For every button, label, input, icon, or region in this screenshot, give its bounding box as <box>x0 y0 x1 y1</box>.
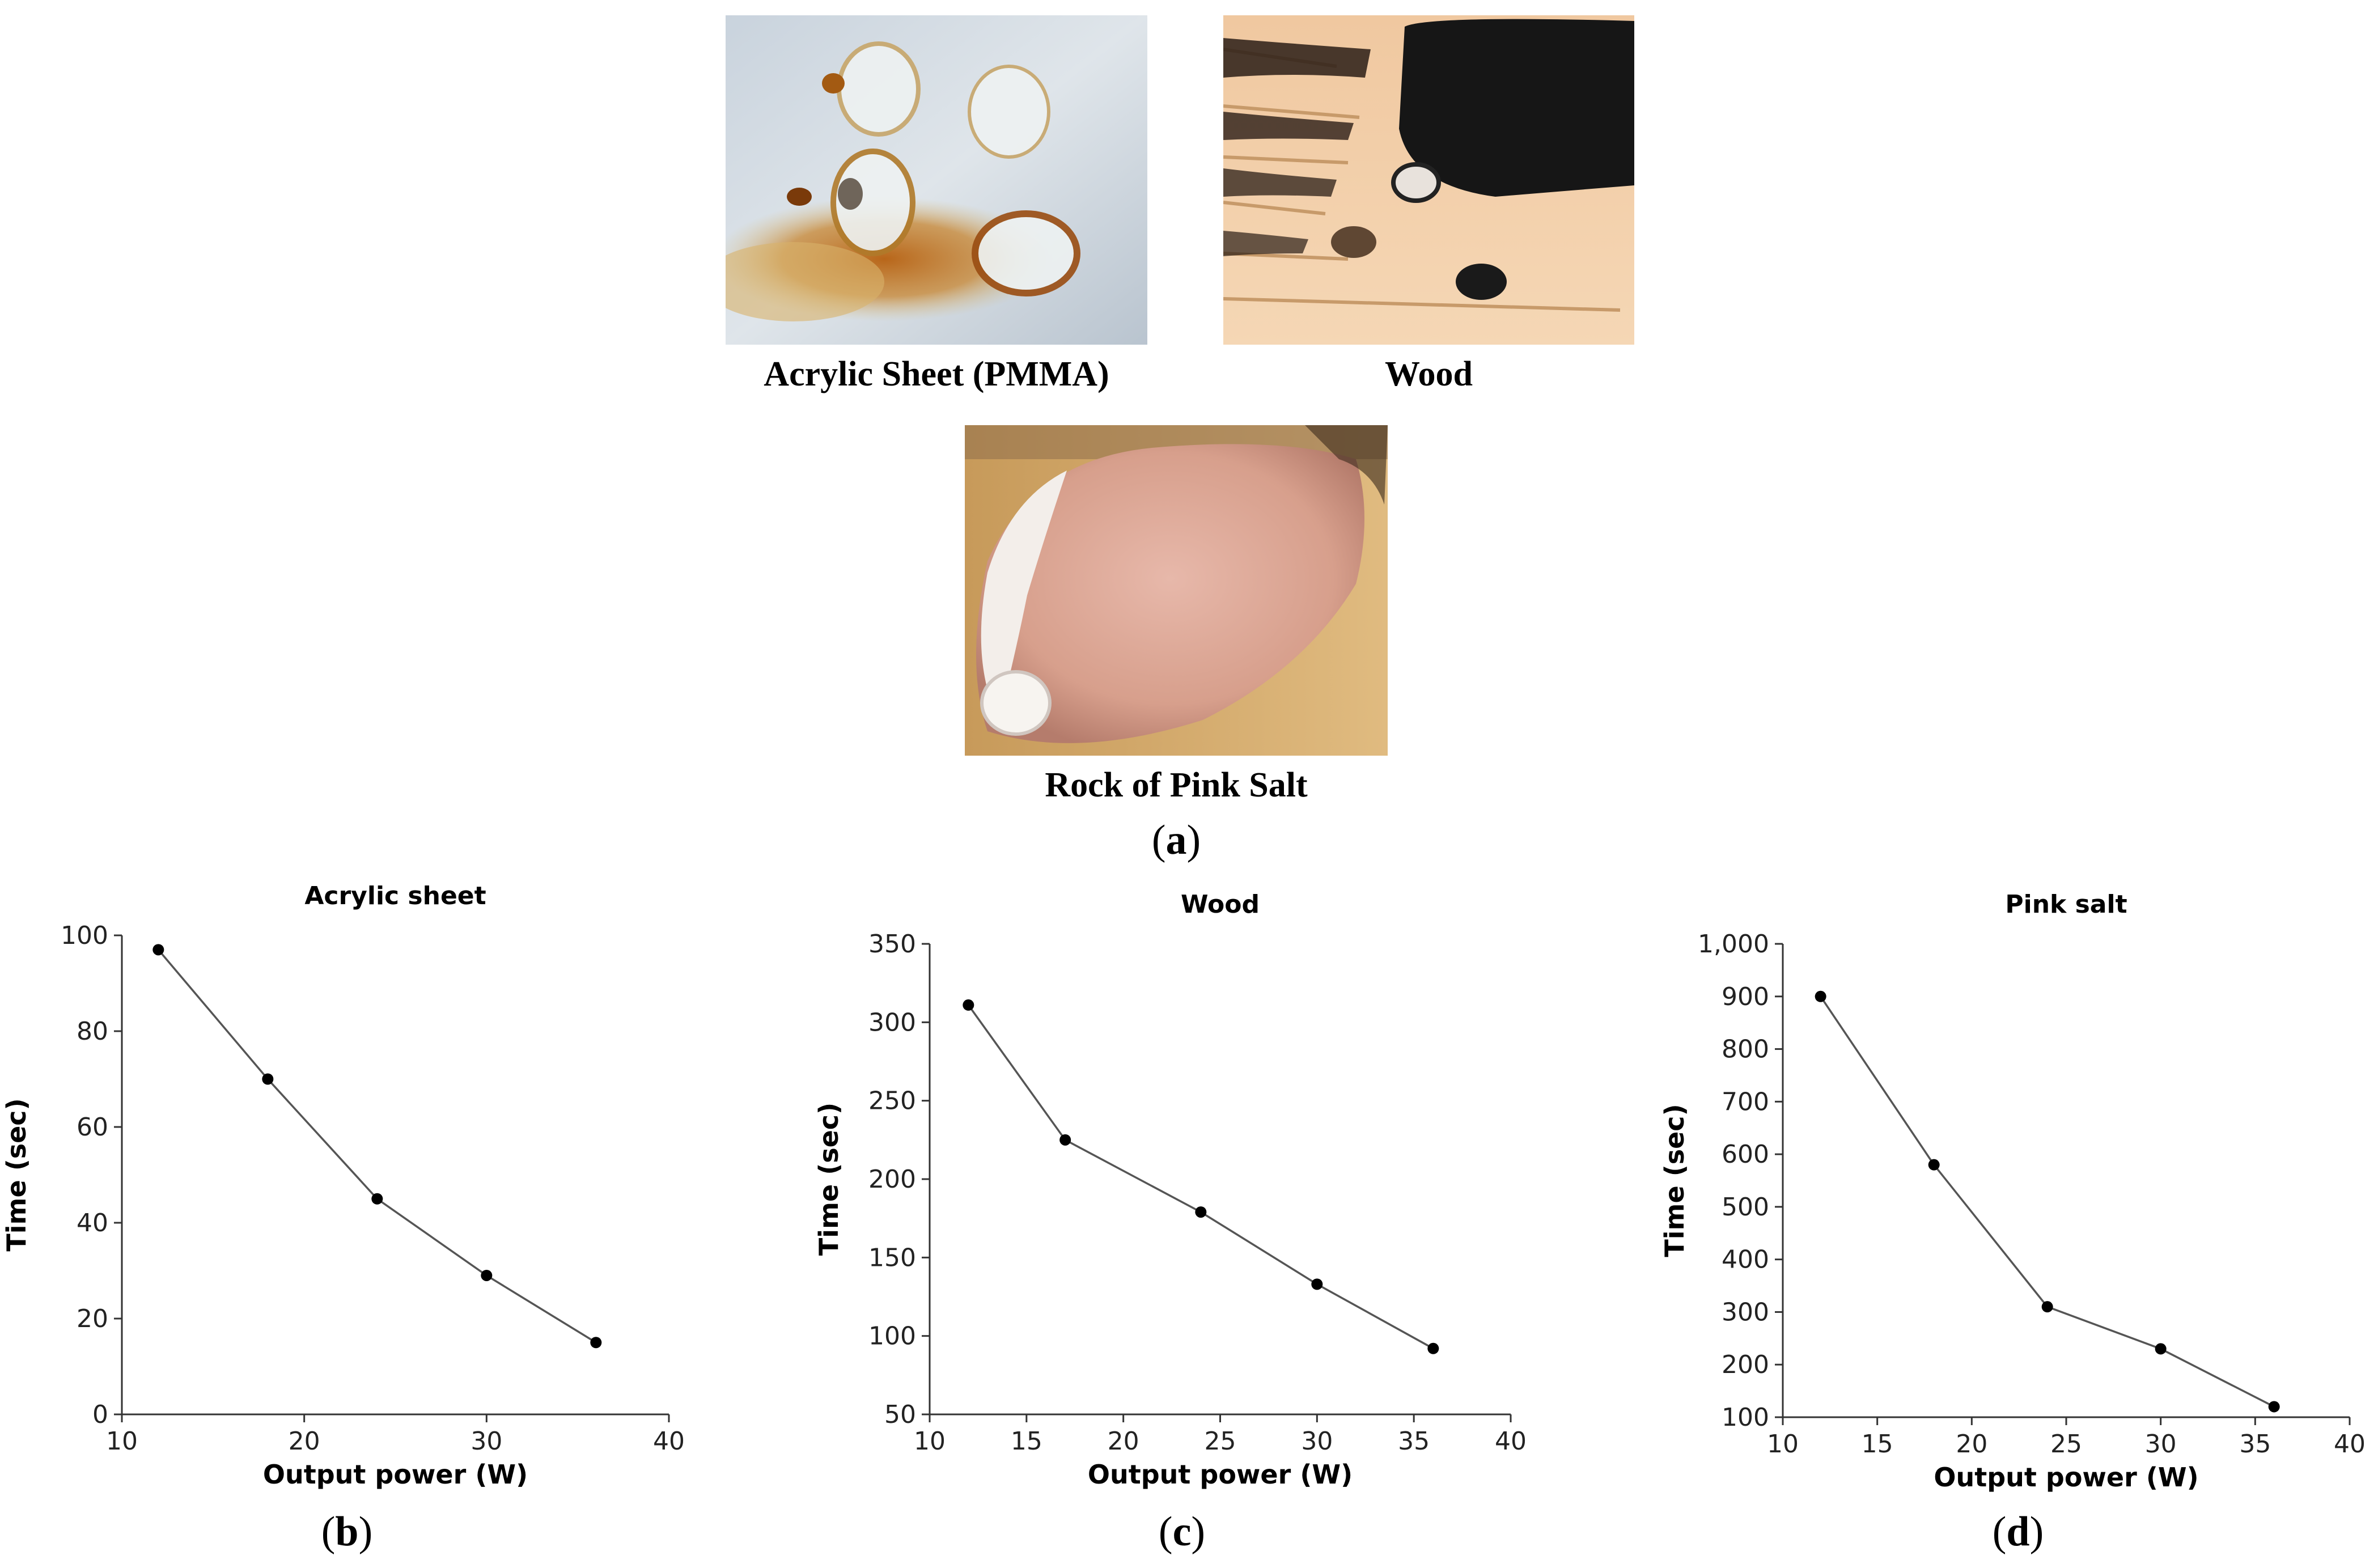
wood-x-tick-label: 10 <box>914 1427 946 1456</box>
wood-y-tick-label: 50 <box>884 1400 916 1429</box>
acrylic-sheet-data-point <box>371 1193 383 1205</box>
acrylic-sheet-y-tick-label: 100 <box>61 921 108 950</box>
wood-chart-title: Wood <box>1181 890 1260 919</box>
pink-salt-y-tick-label: 200 <box>1722 1350 1769 1379</box>
pink-salt-data-point <box>2268 1401 2280 1413</box>
acrylic-sheet-series-line <box>157 949 597 1344</box>
acrylic-sheet-chart-group: 10 20 30 40 0 20 40 60 80 100 Acrylic sheet Output … <box>1 882 685 1490</box>
pink-salt-caption: Rock of Pink Salt <box>1045 766 1308 804</box>
acrylic-sheet-x-tick-label: 10 <box>106 1427 138 1456</box>
pink-salt-y-tick-label: 600 <box>1722 1140 1769 1169</box>
wood-data-point <box>1427 1342 1439 1354</box>
pink-salt-y-tick-label: 700 <box>1722 1087 1769 1116</box>
acrylic-sheet-data-point <box>152 944 164 956</box>
acrylic-sheet-data-point <box>481 1269 493 1281</box>
pink-salt-photo <box>965 425 1388 756</box>
wood-series-line <box>967 1004 1434 1350</box>
wood-y-tick-label: 350 <box>868 930 916 959</box>
wood-x-tick-label: 20 <box>1108 1427 1139 1456</box>
pink-salt-y-tick-label: 1,000 <box>1698 930 1769 959</box>
panel-letter-b: b <box>335 1508 359 1555</box>
wood-data-point <box>1311 1278 1323 1290</box>
pink-salt-y-tick-label: 300 <box>1722 1298 1769 1327</box>
acrylic-sheet-data-point <box>262 1073 274 1085</box>
panel-letter-c: c <box>1172 1508 1192 1555</box>
panel-letter-d: d <box>2006 1508 2030 1555</box>
wood-caption: Wood <box>1384 355 1473 393</box>
pink-salt-series-line <box>1820 995 2275 1408</box>
acrylic-sheet-y-tick-label: 20 <box>77 1304 108 1333</box>
wood-x-tick-label: 25 <box>1205 1427 1236 1456</box>
acrylic-sheet-caption: Acrylic Sheet (PMMA) <box>764 355 1109 393</box>
wood-y-tick-label: 250 <box>868 1087 916 1116</box>
acrylic-sheet-chart-title: Acrylic sheet <box>304 882 486 910</box>
pink-salt-data-point <box>2155 1343 2167 1355</box>
acrylic-sheet-y-tick-label: 60 <box>77 1113 108 1142</box>
wood-x-tick-label: 15 <box>1011 1427 1042 1456</box>
pink-salt-y-tick-label: 400 <box>1722 1245 1769 1274</box>
panel-label-c: (c) <box>1158 1508 1206 1555</box>
wood-x-tick-label: 40 <box>1495 1427 1527 1456</box>
acrylic-sheet-y-axis-label: Time (sec) <box>1 1098 32 1251</box>
pink-salt-data-point <box>1928 1159 1940 1171</box>
pink-salt-x-tick-label: 25 <box>2050 1430 2082 1459</box>
pink-salt-x-tick-label: 10 <box>1767 1430 1799 1459</box>
panel-label-d: (d) <box>1992 1508 2044 1555</box>
wood-x-tick-label: 35 <box>1398 1427 1430 1456</box>
acrylic-sheet-x-tick-label: 30 <box>470 1427 502 1456</box>
panel-letter-a: a <box>1165 817 1187 863</box>
pink-salt-y-axis-label: Time (sec) <box>1659 1104 1690 1257</box>
pink-salt-chart-title: Pink salt <box>2005 890 2127 919</box>
wood-y-tick-label: 100 <box>868 1322 916 1351</box>
pink-salt-x-tick-label: 30 <box>2145 1430 2177 1459</box>
acrylic-sheet-x-tick-label: 40 <box>653 1427 685 1456</box>
acrylic-sheet-photo <box>726 15 1147 345</box>
acrylic-sheet-y-tick-label: 80 <box>77 1017 108 1046</box>
pink-salt-data-point <box>2041 1301 2053 1313</box>
wood-x-tick-label: 30 <box>1301 1427 1333 1456</box>
pink-salt-x-tick-label: 35 <box>2239 1430 2271 1459</box>
wood-data-point <box>1059 1134 1071 1146</box>
pink-salt-chart-group: 10 15 20 25 30 35 40 100 200 300 400 500 600 700 800 90… <box>1659 890 2366 1493</box>
wood-chart-group: 10 15 20 25 30 35 40 50 100 150 200 250 300 350 Wood Ou… <box>813 890 1527 1490</box>
acrylic-sheet-y-tick-label: 40 <box>77 1209 108 1238</box>
wood-y-tick-label: 200 <box>868 1165 916 1194</box>
pink-salt-x-tick-label: 15 <box>1862 1430 1893 1459</box>
pink-salt-y-tick-label: 900 <box>1722 982 1769 1011</box>
acrylic-sheet-x-tick-label: 20 <box>289 1427 320 1456</box>
wood-y-tick-label: 150 <box>868 1243 916 1272</box>
wood-data-point <box>963 999 974 1011</box>
acrylic-sheet-data-point <box>590 1337 602 1349</box>
pink-salt-y-tick-label: 100 <box>1722 1403 1769 1432</box>
pink-salt-data-point <box>1815 990 1826 1002</box>
panel-label-b: (b) <box>321 1508 373 1555</box>
pink-salt-x-tick-label: 20 <box>1956 1430 1987 1459</box>
acrylic-sheet-x-axis-label: Output power (W) <box>263 1459 528 1490</box>
pink-salt-x-tick-label: 40 <box>2334 1430 2366 1459</box>
pink-salt-x-axis-label: Output power (W) <box>1934 1462 2198 1493</box>
wood-y-tick-label: 300 <box>868 1008 916 1037</box>
wood-data-point <box>1195 1206 1207 1218</box>
panel-label-a: (a) <box>1151 817 1201 863</box>
wood-x-axis-label: Output power (W) <box>1088 1459 1353 1490</box>
pink-salt-y-tick-label: 800 <box>1722 1035 1769 1064</box>
wood-photo <box>1223 15 1634 345</box>
wood-y-axis-label: Time (sec) <box>813 1103 844 1256</box>
acrylic-sheet-y-tick-label: 0 <box>92 1400 108 1429</box>
pink-salt-y-tick-label: 500 <box>1722 1193 1769 1222</box>
